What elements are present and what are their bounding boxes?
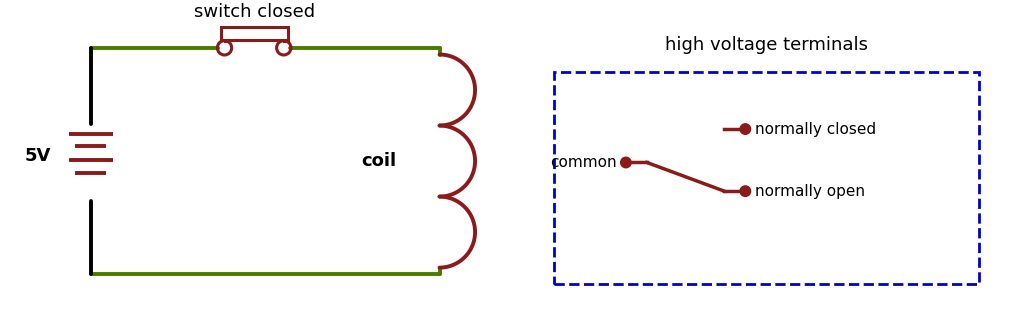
Text: common: common xyxy=(550,155,616,170)
Circle shape xyxy=(621,157,631,168)
Text: high voltage terminals: high voltage terminals xyxy=(666,36,868,54)
Circle shape xyxy=(740,186,751,197)
Text: switch closed: switch closed xyxy=(194,3,314,21)
Text: 5V: 5V xyxy=(25,147,50,165)
Text: coil: coil xyxy=(361,152,396,170)
Bar xyxy=(554,72,980,284)
Circle shape xyxy=(740,124,751,134)
Bar xyxy=(221,27,288,40)
Text: normally open: normally open xyxy=(755,184,865,199)
Text: normally closed: normally closed xyxy=(755,122,876,137)
